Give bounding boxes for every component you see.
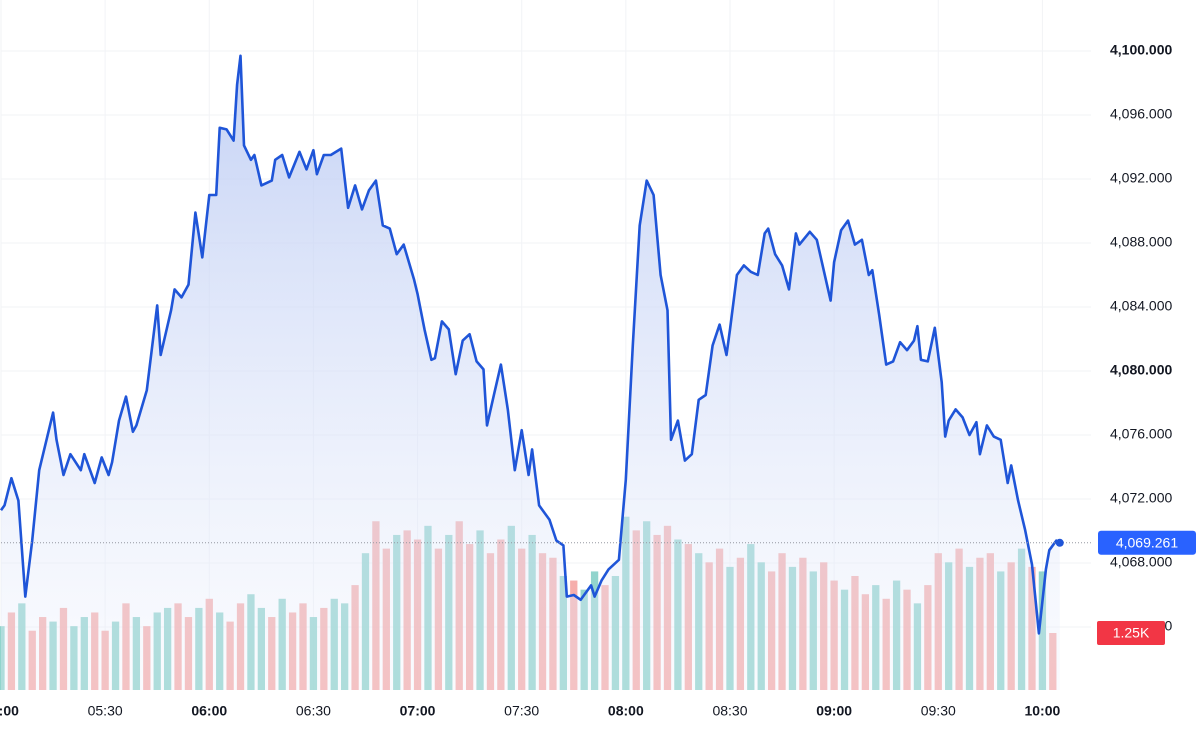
price-line xyxy=(0,54,1061,635)
x-tick-label: 09:00 xyxy=(816,703,852,719)
last-volume-box xyxy=(1097,620,1165,645)
y-tick-label: 4,088.000 xyxy=(1110,234,1172,250)
x-tick-label: 07:30 xyxy=(504,703,539,719)
x-tick-label: 08:00 xyxy=(608,703,644,719)
y-tick-label: 4,084.000 xyxy=(1110,298,1172,314)
last-price-box xyxy=(1098,530,1196,555)
price-area xyxy=(1,55,1060,691)
x-tick-label: 05:00 xyxy=(0,703,19,719)
x-tick-label: 10:00 xyxy=(1024,703,1060,719)
y-tick-label: 4,096.000 xyxy=(1110,106,1172,122)
y-tick-label: 4,072.000 xyxy=(1110,490,1172,506)
y-tick-label: 4,076.000 xyxy=(1110,426,1172,442)
y-tick-label: 4,100.000 xyxy=(1110,42,1172,58)
last-price-label: 4,069.261 xyxy=(1116,535,1178,551)
x-tick-label: 06:30 xyxy=(296,703,331,719)
x-tick-label: 08:30 xyxy=(712,703,747,719)
x-tick-label: 06:00 xyxy=(191,703,227,719)
x-tick-label: 09:30 xyxy=(921,703,956,719)
y-tick-label: 4,092.000 xyxy=(1110,170,1172,186)
x-tick-label: 05:30 xyxy=(88,703,123,719)
x-tick-label: 07:00 xyxy=(400,703,436,719)
last-price-dot xyxy=(1055,538,1064,547)
price-axis xyxy=(1095,0,1200,732)
y-tick-label: 4,080.000 xyxy=(1110,362,1172,378)
y-tick-label: 4,068.000 xyxy=(1110,554,1172,570)
last-volume-label: 1.25K xyxy=(1113,625,1150,641)
